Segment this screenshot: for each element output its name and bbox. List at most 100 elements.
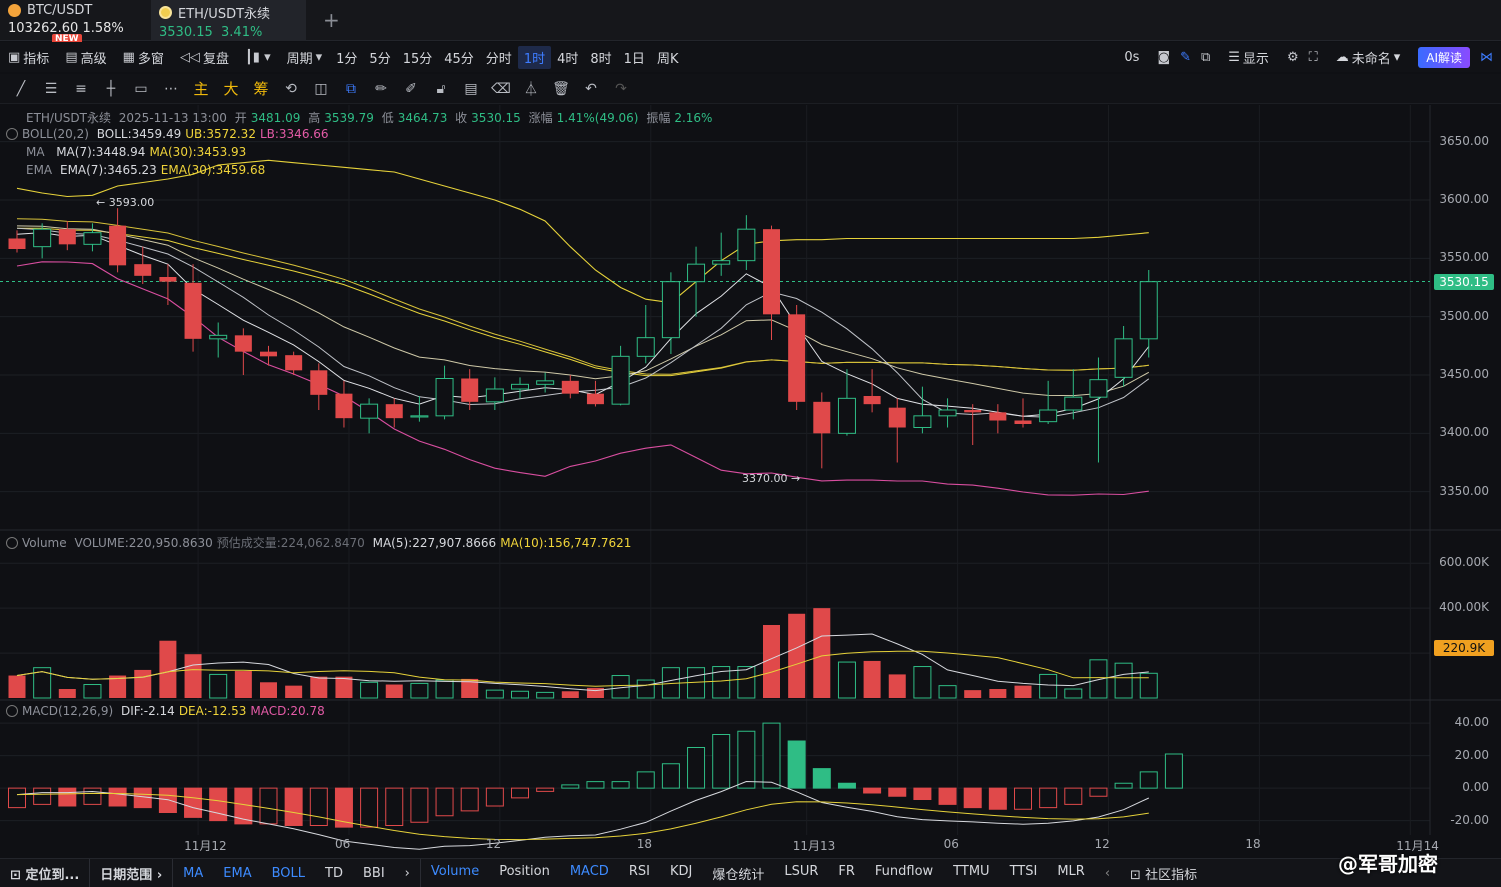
indicator-rsi[interactable]: RSI — [628, 863, 650, 879]
tab-price: 3530.15 — [159, 25, 213, 40]
undo-icon[interactable]: ↶ — [585, 80, 597, 97]
indicator-macd[interactable]: MACD — [569, 863, 609, 879]
add-tab-icon[interactable]: + — [323, 8, 340, 32]
indicator-ttmu[interactable]: TTMU — [953, 863, 990, 879]
copy-icon[interactable]: ⧉ — [346, 80, 356, 97]
date-range-dropdown[interactable]: 日期范围 › — [100, 867, 163, 883]
volume-bar — [8, 675, 26, 698]
horizontal-lines-icon[interactable]: ≡ — [75, 80, 87, 97]
ema7-line — [16, 232, 1150, 417]
candle-body — [83, 232, 102, 245]
tab-symbol: ETH/USDT永续 — [178, 7, 271, 22]
indicator-fr[interactable]: FR — [838, 863, 855, 879]
rectangle-icon[interactable]: ▭ — [134, 80, 148, 97]
large-order-button[interactable]: 大 — [223, 80, 239, 98]
candle-body — [661, 281, 680, 339]
volume-ma-lines — [16, 633, 1149, 692]
macd-bar — [284, 787, 303, 826]
trash-icon[interactable]: 🗑︎ — [552, 80, 570, 97]
axis-label: 11月13 — [792, 839, 836, 853]
filter-icon[interactable]: ⏃ — [524, 81, 538, 98]
advanced-button[interactable]: ▤ 高级 — [65, 49, 107, 67]
timeframe-1[interactable]: 5分 — [369, 51, 391, 67]
axis-label: 18 — [1245, 837, 1261, 851]
pen-icon[interactable]: ✎ — [1180, 49, 1191, 65]
kline-chart[interactable] — [0, 105, 1501, 858]
settings-icon[interactable]: ⚙ — [1286, 49, 1299, 65]
timeframe-3[interactable]: 45分 — [444, 51, 474, 67]
more-tools-icon[interactable]: ⋯ — [164, 80, 178, 97]
timeframe-0[interactable]: 1分 — [336, 51, 358, 67]
timeframe-5[interactable]: 1时 — [517, 45, 552, 69]
collapse-icon[interactable] — [6, 128, 18, 140]
trend-line-icon[interactable]: ╱ — [16, 80, 26, 97]
replay-button[interactable]: ◁◁ 复盘 — [179, 49, 229, 67]
period-dropdown[interactable]: 周期 ▾ — [286, 49, 323, 67]
indicator-lsur[interactable]: LSUR — [784, 863, 819, 879]
ai-interpret-button[interactable]: AI解读 — [1418, 46, 1470, 68]
indicator-ttsi[interactable]: TTSI — [1009, 863, 1038, 879]
candle-body — [561, 380, 579, 394]
indicator-fundflow[interactable]: Fundflow — [874, 863, 934, 879]
fullscreen-icon[interactable]: ⛶ — [1308, 49, 1318, 65]
pencil-icon[interactable]: ✏ — [375, 80, 387, 97]
tab-btc-usdt[interactable]: BTC/USDT 103262.60 1.58% — [0, 0, 150, 41]
magnet-icon[interactable]: ⟲ — [285, 80, 297, 97]
timeframe-6[interactable]: 4时 — [557, 51, 579, 67]
eraser-icon[interactable]: ⌫ — [491, 80, 511, 97]
timeframe-8[interactable]: 1日 — [623, 51, 645, 67]
ema-legend[interactable]: EMA EMA(7):3465.23 EMA(30):3459.68 — [26, 163, 266, 177]
more-indicators-icon[interactable]: › — [404, 865, 410, 881]
popout-icon[interactable]: ⧉ — [1200, 49, 1211, 65]
boll-legend[interactable]: BOLL(20,2) BOLL:3459.49 UB:3572.32 LB:3346… — [6, 127, 333, 141]
main-force-button[interactable]: 主 — [193, 80, 209, 98]
timeframe-2[interactable]: 15分 — [402, 51, 433, 67]
macd-bar — [712, 734, 731, 789]
brush-icon[interactable]: ✐ — [405, 80, 417, 97]
note-icon[interactable]: ▤ — [464, 80, 478, 97]
community-indicators-button[interactable]: ⊡ 社区指标 — [1130, 867, 1198, 883]
ma-legend[interactable]: MA MA(7):3448.94 MA(30):3453.93 — [26, 145, 247, 159]
parallel-lines-icon[interactable]: ☰ — [44, 80, 58, 97]
chips-button[interactable]: 筹 — [253, 80, 269, 98]
indicator-ma[interactable]: MA — [183, 865, 204, 881]
horizontal-ray-icon[interactable]: ┼ — [106, 80, 116, 97]
indicator-爆仓统计[interactable]: 爆仓统计 — [712, 867, 765, 883]
candle-body — [788, 314, 806, 402]
locate-button[interactable]: ⊡ 定位到... — [10, 867, 80, 883]
chevron-left-icon[interactable]: ‹ — [1104, 865, 1111, 881]
ruler-icon[interactable]: ◫ — [314, 80, 328, 97]
tab-eth-usdt-perp[interactable]: ETH/USDT永续 3530.15 3.41% — [151, 0, 306, 41]
indicator-ema[interactable]: EMA — [223, 865, 252, 881]
candle — [8, 230, 26, 253]
candle — [134, 246, 152, 284]
candle — [1089, 357, 1108, 463]
indicator-kdj[interactable]: KDJ — [669, 863, 693, 879]
collapse-icon[interactable] — [6, 537, 18, 549]
macd-bar — [184, 787, 203, 818]
share-icon[interactable]: ⋈ — [1480, 49, 1493, 65]
timeframe-4[interactable]: 分时 — [485, 51, 512, 67]
macd-legend[interactable]: MACD(12,26,9) DIF:-2.14 DEA:-12.53 MACD:20… — [6, 704, 329, 718]
chart-type-button[interactable]: ┃▮ ▾ — [237, 50, 279, 65]
redo-icon[interactable]: ↷ — [615, 80, 627, 97]
timeframe-7[interactable]: 8时 — [590, 51, 612, 67]
layout-dropdown[interactable]: ☁ 未命名 ▾ — [1335, 49, 1401, 67]
volume-legend[interactable]: Volume VOLUME:220,950.8630 预估成交量:224,062.… — [6, 534, 635, 551]
indicator-volume[interactable]: Volume — [430, 863, 480, 879]
timeframe-9[interactable]: 周K — [656, 51, 679, 67]
collapse-icon[interactable] — [6, 705, 18, 717]
indicator-td[interactable]: TD — [325, 865, 343, 881]
indicators-button[interactable]: ▣ 指标 — [8, 49, 50, 67]
macd-bar — [988, 787, 1007, 810]
indicator-boll[interactable]: BOLL — [271, 865, 306, 881]
lock-icon[interactable]: 🔓︎ — [436, 80, 446, 97]
indicator-mlr[interactable]: MLR — [1057, 863, 1085, 879]
multi-window-button[interactable]: ▦ 多窗 — [122, 49, 164, 67]
display-button[interactable]: ☰ 显示 — [1228, 49, 1269, 67]
candle-body — [586, 393, 604, 405]
indicator-position[interactable]: Position — [499, 863, 550, 879]
indicator-bbi[interactable]: BBI — [362, 865, 385, 881]
camera-icon[interactable]: ◙ — [1157, 49, 1171, 65]
macd-bar — [58, 787, 77, 807]
